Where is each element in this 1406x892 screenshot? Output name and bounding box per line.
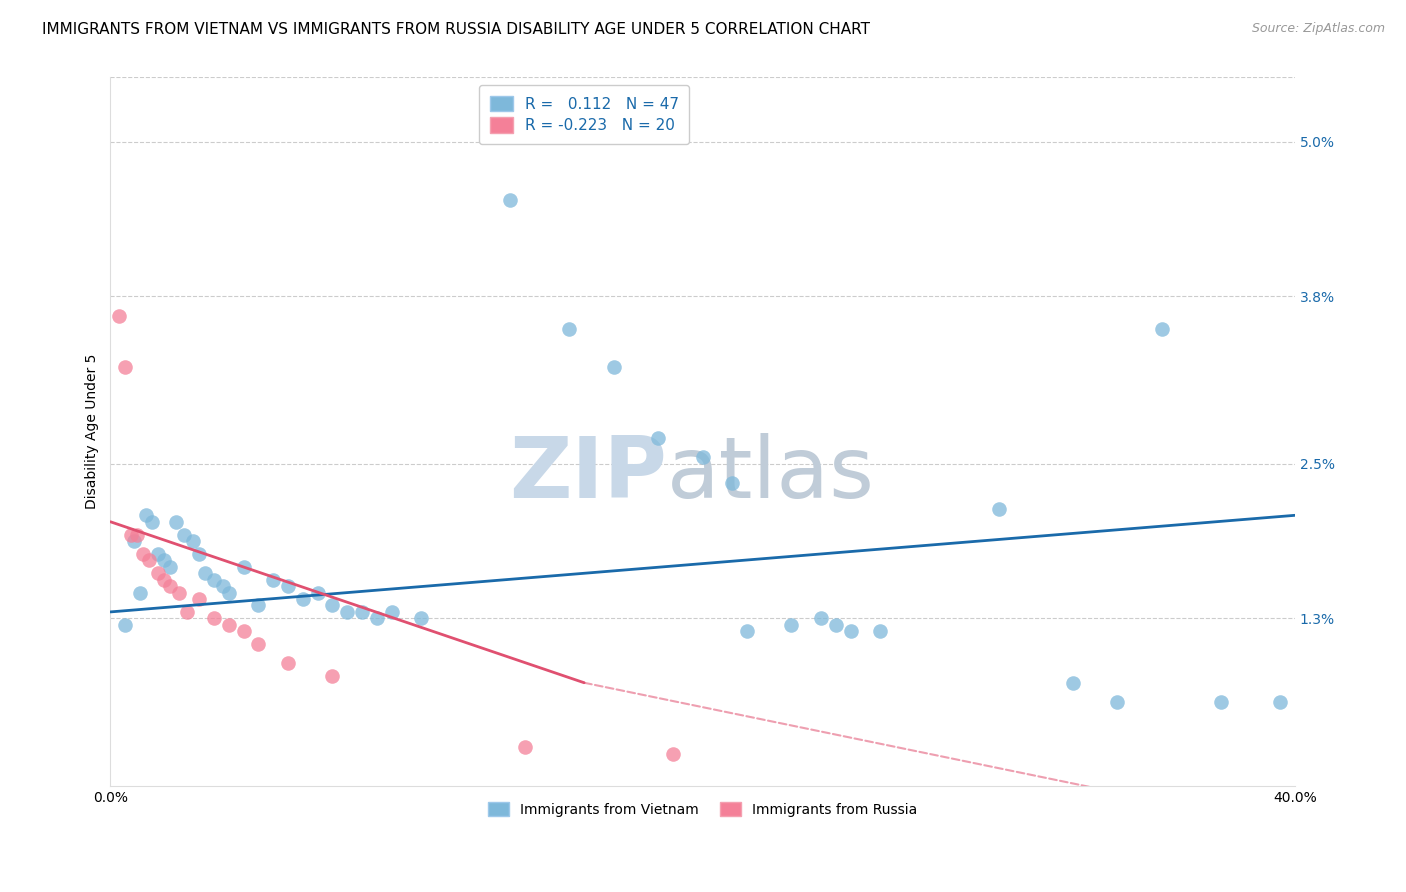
Point bbox=[277, 579, 299, 593]
Point bbox=[336, 605, 359, 619]
Point bbox=[146, 547, 169, 561]
Point bbox=[721, 476, 744, 491]
Point bbox=[810, 611, 832, 625]
Point bbox=[152, 573, 174, 587]
Point bbox=[152, 553, 174, 567]
Y-axis label: Disability Age Under 5: Disability Age Under 5 bbox=[86, 354, 100, 509]
Point bbox=[159, 579, 181, 593]
Point bbox=[603, 360, 626, 375]
Point bbox=[188, 547, 211, 561]
Point bbox=[114, 617, 136, 632]
Point bbox=[218, 585, 240, 599]
Point bbox=[291, 592, 314, 607]
Point bbox=[212, 579, 235, 593]
Point bbox=[194, 566, 217, 581]
Point bbox=[129, 585, 152, 599]
Point bbox=[188, 592, 211, 607]
Point bbox=[513, 740, 536, 755]
Legend: Immigrants from Vietnam, Immigrants from Russia: Immigrants from Vietnam, Immigrants from… bbox=[479, 793, 925, 825]
Point bbox=[839, 624, 862, 639]
Point bbox=[647, 431, 669, 445]
Point bbox=[1150, 321, 1173, 335]
Point bbox=[202, 611, 225, 625]
Point bbox=[167, 585, 190, 599]
Point bbox=[499, 193, 522, 207]
Point bbox=[141, 515, 163, 529]
Point bbox=[120, 527, 142, 541]
Point bbox=[262, 573, 284, 587]
Text: IMMIGRANTS FROM VIETNAM VS IMMIGRANTS FROM RUSSIA DISABILITY AGE UNDER 5 CORRELA: IMMIGRANTS FROM VIETNAM VS IMMIGRANTS FR… bbox=[42, 22, 870, 37]
Point bbox=[146, 566, 169, 581]
Point bbox=[824, 617, 846, 632]
Point bbox=[247, 637, 270, 651]
Point bbox=[735, 624, 758, 639]
Point bbox=[173, 527, 195, 541]
Point bbox=[307, 585, 329, 599]
Point bbox=[381, 605, 404, 619]
Point bbox=[108, 309, 131, 323]
Point bbox=[114, 360, 136, 375]
Point bbox=[277, 657, 299, 671]
Point bbox=[218, 617, 240, 632]
Point bbox=[1107, 695, 1129, 709]
Text: ZIP: ZIP bbox=[509, 433, 666, 516]
Point bbox=[247, 599, 270, 613]
Text: Source: ZipAtlas.com: Source: ZipAtlas.com bbox=[1251, 22, 1385, 36]
Point bbox=[662, 747, 685, 761]
Point bbox=[232, 624, 254, 639]
Point bbox=[132, 547, 155, 561]
Point bbox=[321, 669, 343, 683]
Point bbox=[232, 559, 254, 574]
Point bbox=[202, 573, 225, 587]
Point bbox=[1209, 695, 1232, 709]
Point bbox=[135, 508, 157, 523]
Point bbox=[165, 515, 187, 529]
Point bbox=[125, 527, 148, 541]
Point bbox=[366, 611, 388, 625]
Point bbox=[159, 559, 181, 574]
Point bbox=[780, 617, 803, 632]
Point bbox=[176, 605, 198, 619]
Point bbox=[122, 534, 145, 549]
Text: atlas: atlas bbox=[666, 433, 875, 516]
Point bbox=[181, 534, 204, 549]
Point bbox=[558, 321, 581, 335]
Point bbox=[869, 624, 891, 639]
Point bbox=[1062, 675, 1084, 690]
Point bbox=[1268, 695, 1291, 709]
Point bbox=[321, 599, 343, 613]
Point bbox=[987, 501, 1010, 516]
Point bbox=[411, 611, 433, 625]
Point bbox=[692, 450, 714, 465]
Point bbox=[352, 605, 374, 619]
Point bbox=[138, 553, 160, 567]
